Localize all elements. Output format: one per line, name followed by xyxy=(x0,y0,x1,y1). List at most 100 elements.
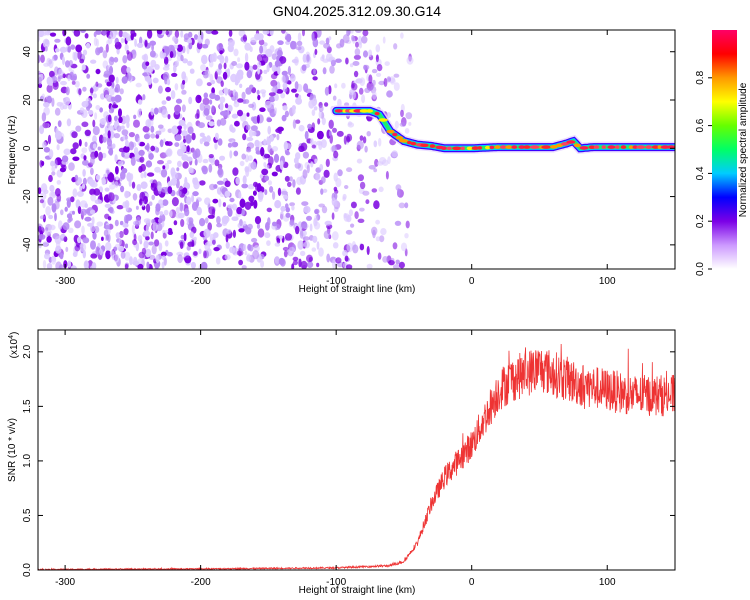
heatmap-cell xyxy=(150,125,155,133)
heatmap-cell xyxy=(167,181,172,187)
heatmap-cell xyxy=(299,229,304,239)
heatmap-cell xyxy=(64,206,68,212)
heatmap-cell xyxy=(237,109,243,117)
heatmap-cell xyxy=(316,241,320,250)
heatmap-cell xyxy=(54,200,60,210)
heatmap-cell xyxy=(295,46,302,51)
heatmap-cell xyxy=(351,35,355,42)
heatmap-cell xyxy=(292,256,299,262)
heatmap-cell xyxy=(374,158,379,167)
snr-x-tick-label: 0 xyxy=(469,577,475,588)
ridge-peak xyxy=(466,146,473,151)
heatmap-cell xyxy=(393,43,398,50)
heatmap-cell xyxy=(74,174,79,182)
heatmap-cell xyxy=(54,66,59,76)
heatmap-cell xyxy=(389,77,396,85)
heatmap-cell xyxy=(95,81,99,87)
heatmap-cell xyxy=(291,59,299,64)
heatmap-cell xyxy=(193,251,198,256)
colorbar-ticks: 0.0 0.2 0.4 0.6 0.8 xyxy=(695,70,712,276)
heatmap-cell xyxy=(234,91,239,100)
heatmap-cell xyxy=(296,176,303,186)
heatmap-cell xyxy=(257,33,264,41)
heatmap-cell xyxy=(295,187,301,195)
heatmap-cell xyxy=(142,125,150,133)
heatmap-cell xyxy=(173,64,177,73)
ridge-peak xyxy=(452,146,462,151)
heatmap-cell xyxy=(289,73,296,82)
heatmap-cell xyxy=(40,192,47,200)
heatmap-cell xyxy=(266,116,272,123)
heatmap-cell xyxy=(177,254,183,264)
ridge-peak xyxy=(446,146,452,151)
heatmap-cell xyxy=(75,125,82,132)
heatmap-cell xyxy=(257,182,262,193)
heatmap-cell xyxy=(81,64,86,71)
heatmap-cell xyxy=(291,205,295,211)
heatmap-cell xyxy=(239,198,246,208)
heatmap-cell xyxy=(276,237,281,244)
heatmap-cell xyxy=(224,190,231,198)
heatmap-cell xyxy=(99,107,103,113)
ridge-peak xyxy=(660,145,670,149)
heatmap-cell xyxy=(268,95,276,103)
heatmap-cell xyxy=(120,65,128,75)
heatmap-cell xyxy=(103,225,111,230)
ridge-peak xyxy=(523,145,531,149)
heatmap-cell xyxy=(204,217,209,224)
heatmap-cell xyxy=(311,109,316,116)
heatmap-cell xyxy=(140,181,148,189)
heatmap-cell xyxy=(201,43,209,49)
heatmap-cell xyxy=(350,223,355,228)
heatmap-cell xyxy=(350,201,357,209)
heatmap-cell xyxy=(174,83,179,91)
heatmap-cell xyxy=(115,232,120,239)
heatmap-cell xyxy=(129,256,133,266)
heatmap-cell xyxy=(180,219,185,227)
heatmap-cell xyxy=(46,236,52,243)
heatmap-cell xyxy=(114,154,118,163)
heatmap-cell xyxy=(196,78,203,87)
heatmap-cell xyxy=(105,250,111,260)
heatmap-cell xyxy=(164,76,168,85)
heatmap-cell xyxy=(237,98,244,103)
heatmap-cell xyxy=(188,167,194,174)
heatmap-cell xyxy=(378,80,386,86)
heatmap-cell xyxy=(42,38,50,48)
heatmap-cell xyxy=(298,124,305,132)
heatmap-cell xyxy=(289,202,295,207)
heatmap-cell xyxy=(322,58,329,63)
heatmap-cell xyxy=(87,109,94,115)
heatmap-cell xyxy=(143,230,150,237)
heatmap-cell xyxy=(231,141,239,148)
heatmap-cell xyxy=(106,81,112,87)
heatmap-cell xyxy=(128,132,135,138)
heatmap-cell xyxy=(274,107,278,115)
snr-x-tick-label: -300 xyxy=(55,577,75,588)
heatmap-cell xyxy=(375,236,381,242)
heatmap-cell xyxy=(114,41,122,50)
heatmap-cell xyxy=(274,93,279,101)
heatmap-cell xyxy=(183,232,187,242)
heatmap-cell xyxy=(165,86,171,93)
heatmap-cell xyxy=(244,61,250,71)
heatmap-cell xyxy=(134,38,138,47)
heatmap-cell xyxy=(313,106,318,111)
heatmap-cell xyxy=(376,64,383,72)
heatmap-cell xyxy=(213,184,218,189)
heatmap-cell xyxy=(364,145,368,153)
heatmap-cell xyxy=(268,92,276,97)
heatmap-cell xyxy=(203,228,211,238)
heatmap-cell xyxy=(161,220,165,228)
heatmap-cell xyxy=(220,80,224,87)
heatmap-cell xyxy=(92,143,97,149)
heatmap-cell xyxy=(154,64,160,70)
heatmap-cell xyxy=(322,67,327,75)
heatmap-cell xyxy=(271,87,276,93)
heatmap-cell xyxy=(160,168,168,178)
heatmap-cell xyxy=(70,196,75,203)
heatmap-cell xyxy=(227,68,231,78)
ridge-peak xyxy=(460,146,465,151)
heatmap-cell xyxy=(252,64,258,70)
heatmap-cell xyxy=(133,147,139,156)
